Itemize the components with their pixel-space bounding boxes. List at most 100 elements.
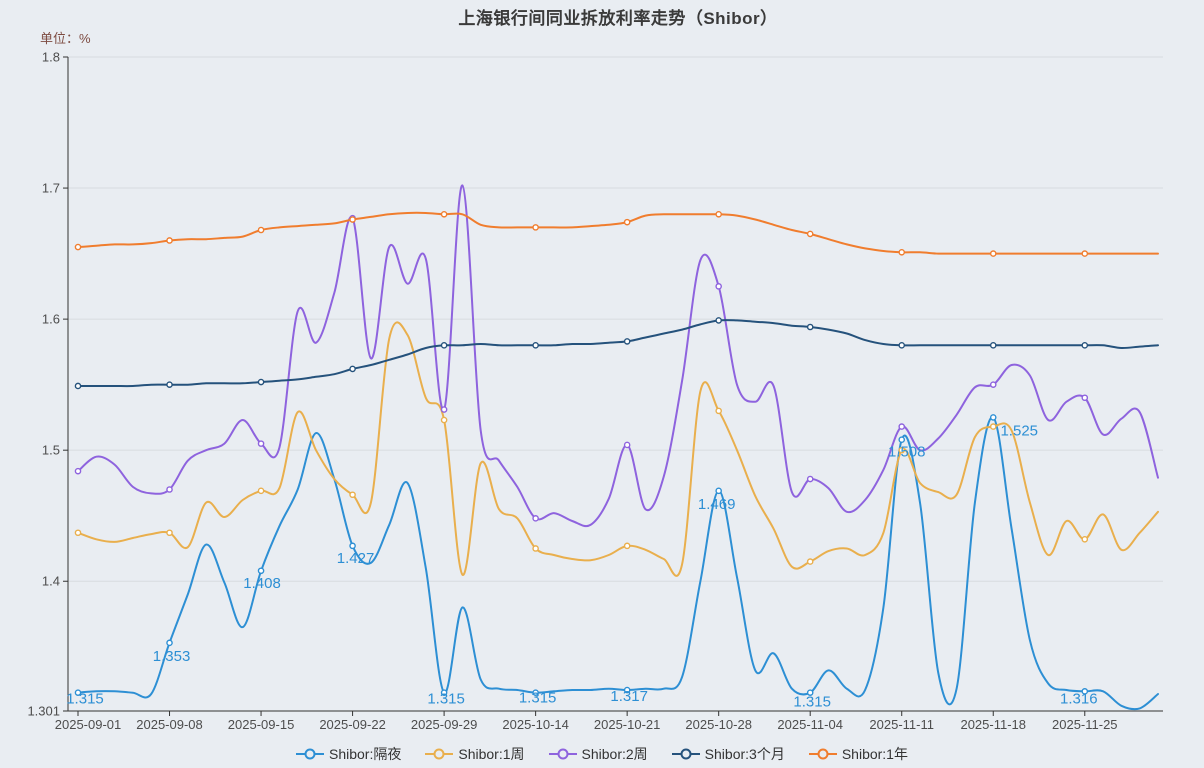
data-point-marker <box>166 381 173 388</box>
legend-line-circle-icon <box>671 748 700 760</box>
data-point-marker <box>989 381 997 388</box>
legend-line-circle-icon <box>808 748 837 760</box>
data-point-marker <box>898 248 906 256</box>
data-point-marker <box>440 342 448 349</box>
data-point-marker <box>715 210 722 218</box>
data-point-marker <box>715 407 722 415</box>
series-lines <box>74 184 1159 711</box>
data-point-marker <box>257 378 265 386</box>
data-point-marker <box>898 423 906 430</box>
data-point-marker <box>349 365 356 373</box>
value-label: 1.315 <box>793 694 831 711</box>
y-tick-label: 1.5 <box>42 443 60 458</box>
data-point-marker <box>806 230 814 238</box>
value-label: 1.353 <box>153 648 191 665</box>
data-point-marker <box>989 423 997 430</box>
x-tick-label: 2025-09-01 <box>55 717 122 732</box>
data-point-marker <box>715 317 722 324</box>
data-point-marker <box>440 416 448 424</box>
value-label: 1.525 <box>1000 422 1038 439</box>
data-point-marker <box>1081 394 1089 402</box>
x-tick-label: 2025-10-21 <box>594 717 661 732</box>
unit-label: 单位：% <box>40 31 91 46</box>
x-tick-label: 2025-11-04 <box>777 717 843 732</box>
data-point-marker <box>257 567 265 575</box>
data-point-marker <box>349 216 356 223</box>
data-point-marker <box>623 338 631 345</box>
value-label: 1.508 <box>888 444 926 461</box>
value-label: 1.316 <box>1060 690 1098 707</box>
data-point-marker <box>349 491 356 499</box>
legend-label: Shibor:1周 <box>458 746 525 762</box>
x-tick-label: 2025-10-14 <box>502 717 569 732</box>
data-point-marker <box>440 210 448 218</box>
data-point-marker <box>1081 688 1089 695</box>
data-point-marker <box>74 467 82 475</box>
legend-item-0[interactable]: Shibor:隔夜 <box>296 744 401 764</box>
data-point-marker <box>532 689 539 696</box>
data-point-marker <box>623 218 631 226</box>
axes <box>67 57 1163 712</box>
value-annotations: 1.315 1.353 1.408 1.427 1.315 1.315 1.317 1.469… <box>66 422 1097 710</box>
y-tick-label: 1.301 <box>27 704 60 719</box>
value-label: 1.427 <box>337 550 375 567</box>
data-point-marker <box>532 224 539 231</box>
value-label: 1.469 <box>698 496 736 513</box>
x-tick-label: 2025-09-08 <box>136 717 203 732</box>
series-line-4 <box>77 211 1159 255</box>
legend-item-1[interactable]: Shibor:1周 <box>425 744 525 764</box>
data-point-marker <box>806 323 814 331</box>
data-point-marker <box>532 545 539 552</box>
data-point-marker <box>440 689 448 696</box>
data-point-marker <box>806 558 814 565</box>
data-point-marker <box>166 639 173 647</box>
series-line-1 <box>77 321 1159 577</box>
value-label: 1.315 <box>427 691 465 708</box>
value-label: 1.408 <box>243 575 281 592</box>
legend-label: Shibor:1年 <box>841 746 908 762</box>
x-tick-label: 2025-11-25 <box>1052 717 1118 732</box>
data-point-marker <box>989 414 997 421</box>
y-tick-label: 1.6 <box>42 312 60 327</box>
data-point-marker <box>257 487 265 495</box>
legend-item-2[interactable]: Shibor:2周 <box>548 744 648 764</box>
value-label: 1.317 <box>610 688 648 705</box>
data-point-marker <box>257 440 265 447</box>
x-tick-label: 2025-09-29 <box>411 717 478 732</box>
data-point-marker <box>166 529 173 537</box>
value-label: 1.315 <box>519 690 557 707</box>
data-point-marker <box>532 515 539 522</box>
data-point-marker <box>1081 536 1089 543</box>
series-line-2 <box>77 184 1159 528</box>
data-point-marker <box>623 441 631 449</box>
data-point-marker <box>74 382 82 390</box>
data-point-marker <box>715 283 722 290</box>
data-point-marker <box>989 250 997 257</box>
y-tick-label: 1.8 <box>42 50 60 65</box>
x-axis-labels: 2025-09-01 2025-09-08 2025-09-15 2025-09-22… <box>55 711 1118 732</box>
data-point-marker <box>257 226 265 234</box>
data-point-marker <box>623 686 631 694</box>
x-tick-label: 2025-11-18 <box>960 717 1026 732</box>
data-point-marker <box>440 406 448 413</box>
series-line-0 <box>77 416 1159 711</box>
value-label: 1.315 <box>66 691 104 708</box>
legend-line-circle-icon <box>296 748 324 760</box>
data-point-marker <box>166 237 173 244</box>
data-point-marker <box>74 529 82 537</box>
data-point-marker <box>898 436 906 444</box>
data-point-marker <box>532 342 539 349</box>
x-tick-label: 2025-09-22 <box>319 717 386 732</box>
data-point-marker <box>806 475 814 483</box>
data-point-marker <box>989 342 997 349</box>
data-point-marker <box>898 342 906 349</box>
x-tick-label: 2025-09-15 <box>228 717 295 732</box>
data-point-marker <box>806 689 814 696</box>
legend-item-4[interactable]: Shibor:1年 <box>808 744 908 764</box>
chart-title: 上海银行间同业拆放利率走势（Shibor） <box>458 9 778 28</box>
data-point-marker <box>74 689 82 696</box>
legend-label: Shibor:2周 <box>581 746 648 762</box>
legend-item-3[interactable]: Shibor:3个月 <box>671 744 785 764</box>
data-point-marker <box>1081 250 1089 257</box>
